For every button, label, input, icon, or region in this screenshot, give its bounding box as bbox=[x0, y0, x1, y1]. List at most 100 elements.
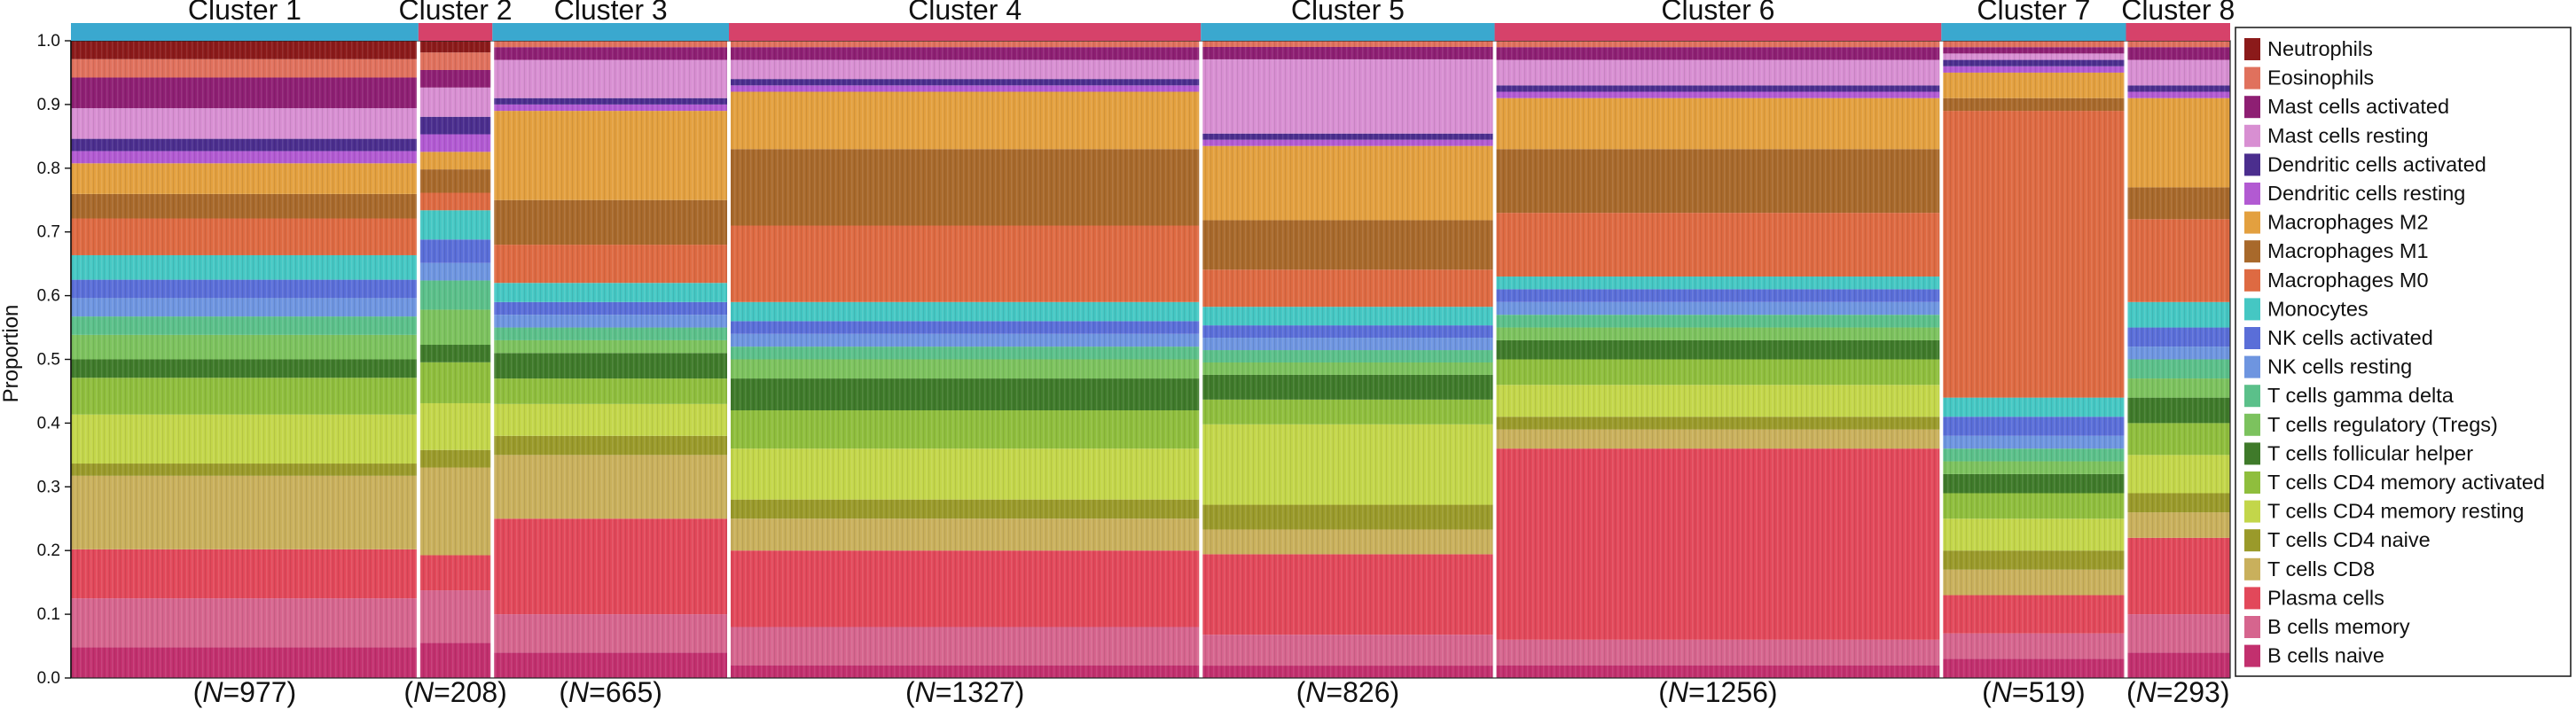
legend-swatch-t-cells-cd4-memory-activated bbox=[2244, 471, 2260, 494]
cluster-header-bars bbox=[71, 23, 2230, 41]
cluster-header-bar-4 bbox=[729, 23, 1202, 41]
cluster-texture-overlay bbox=[1201, 41, 1495, 678]
y-tick-label: 0.8 bbox=[37, 160, 60, 178]
legend-swatch-t-cells-cd4-naive bbox=[2244, 529, 2260, 552]
legend-swatch-macrophages-m2 bbox=[2244, 211, 2260, 234]
cluster-count-3: (N=665) bbox=[559, 676, 662, 708]
cluster-texture-overlay bbox=[2126, 41, 2230, 678]
legend-label-nk-cells-activated: NK cells activated bbox=[2267, 326, 2433, 349]
legend-label-t-cells-gamma-delta: T cells gamma delta bbox=[2267, 384, 2455, 407]
cluster-label-2: Cluster 2 bbox=[399, 0, 513, 26]
cluster-separator-3 bbox=[727, 23, 732, 678]
legend-swatch-macrophages-m0 bbox=[2244, 269, 2260, 292]
cluster-count-2: (N=208) bbox=[403, 676, 507, 708]
legend-swatch-monocytes bbox=[2244, 298, 2260, 321]
legend-swatch-nk-cells-activated bbox=[2244, 327, 2260, 349]
legend-label-macrophages-m2: Macrophages M2 bbox=[2267, 211, 2429, 234]
cluster-header-bar-2 bbox=[418, 23, 493, 41]
y-tick-label: 0.2 bbox=[37, 541, 60, 560]
legend-frame bbox=[2235, 27, 2572, 677]
legend-label-t-cells-regulatory-tregs-: T cells regulatory (Tregs) bbox=[2267, 413, 2498, 436]
cluster-texture-overlay bbox=[492, 41, 730, 678]
legend-swatch-nk-cells-resting bbox=[2244, 355, 2260, 378]
cluster-label-3: Cluster 3 bbox=[554, 0, 668, 26]
legend-swatch-neutrophils bbox=[2244, 38, 2260, 60]
cluster-count-5: (N=826) bbox=[1296, 676, 1400, 708]
cluster-separator-2 bbox=[490, 23, 495, 678]
legend-swatch-macrophages-m1 bbox=[2244, 240, 2260, 263]
legend-label-t-cells-cd4-memory-activated: T cells CD4 memory activated bbox=[2267, 471, 2545, 494]
y-axis-title: Proportion bbox=[0, 305, 23, 403]
legend-swatch-t-cells-cd4-memory-resting bbox=[2244, 500, 2260, 523]
y-tick-label: 0.4 bbox=[37, 414, 61, 432]
legend-label-plasma-cells: Plasma cells bbox=[2267, 586, 2384, 609]
legend-label-t-cells-follicular-helper: T cells follicular helper bbox=[2267, 441, 2473, 464]
legend-label-mast-cells-activated: Mast cells activated bbox=[2267, 95, 2449, 118]
legend-swatch-t-cells-gamma-delta bbox=[2244, 385, 2260, 408]
cluster-separator-7 bbox=[2124, 23, 2128, 678]
legend-label-t-cells-cd4-naive: T cells CD4 naive bbox=[2267, 528, 2431, 551]
cluster-header-bar-1 bbox=[71, 23, 419, 41]
cluster-label-5: Cluster 5 bbox=[1291, 0, 1405, 26]
cluster-separator-1 bbox=[416, 23, 420, 678]
cluster-separator-4 bbox=[1199, 23, 1203, 678]
legend-label-mast-cells-resting: Mast cells resting bbox=[2267, 124, 2429, 147]
legend-label-t-cells-cd8: T cells CD8 bbox=[2267, 557, 2375, 580]
cluster-header-bar-8 bbox=[2126, 23, 2230, 41]
legend-swatch-dendritic-cells-activated bbox=[2244, 153, 2260, 176]
legend-label-dendritic-cells-resting: Dendritic cells resting bbox=[2267, 182, 2465, 205]
legend-swatch-t-cells-cd8 bbox=[2244, 557, 2260, 580]
legend-swatch-b-cells-naive bbox=[2244, 644, 2260, 667]
y-axis: 0.0 0.1 0.2 0.3 0.4 0.5 0.6 0.7 0.8 0.9 1.0 bbox=[37, 32, 72, 688]
cluster-count-7: (N=519) bbox=[1982, 676, 2086, 708]
legend-swatch-dendritic-cells-resting bbox=[2244, 183, 2260, 205]
legend-label-b-cells-memory: B cells memory bbox=[2267, 615, 2410, 638]
cluster-texture-overlay bbox=[1494, 41, 1942, 678]
y-tick-label: 0.7 bbox=[37, 223, 60, 242]
cluster-header-bar-3 bbox=[492, 23, 730, 41]
legend-label-macrophages-m1: Macrophages M1 bbox=[2267, 239, 2429, 262]
legend-swatch-eosinophils bbox=[2244, 66, 2260, 90]
legend-swatch-mast-cells-activated bbox=[2244, 96, 2260, 119]
legend-label-eosinophils: Eosinophils bbox=[2267, 66, 2374, 90]
cluster-label-1: Cluster 1 bbox=[188, 0, 301, 26]
cluster-texture-overlay bbox=[729, 41, 1202, 678]
legend-swatch-b-cells-memory bbox=[2244, 616, 2260, 638]
legend-swatch-mast-cells-resting bbox=[2244, 124, 2260, 147]
legend-label-macrophages-m0: Macrophages M0 bbox=[2267, 269, 2429, 292]
cluster-count-1: (N=977) bbox=[193, 676, 297, 708]
cluster-count-4: (N=1327) bbox=[905, 676, 1024, 708]
legend: Neutrophils Eosinophils Mast cells activat… bbox=[2235, 27, 2572, 677]
legend-label-t-cells-cd4-memory-resting: T cells CD4 memory resting bbox=[2267, 500, 2524, 523]
cluster-header-bar-7 bbox=[1941, 23, 2126, 41]
cluster-label-6: Cluster 6 bbox=[1661, 0, 1774, 26]
y-tick-label: 0.3 bbox=[37, 478, 60, 496]
y-tick-label: 0.6 bbox=[37, 287, 60, 306]
plot-area bbox=[70, 23, 2231, 679]
cluster-texture-overlay bbox=[71, 41, 419, 678]
cluster-header-bar-6 bbox=[1494, 23, 1942, 41]
cluster-texture-overlay bbox=[418, 41, 493, 678]
cluster-separator-6 bbox=[1939, 23, 1944, 678]
y-tick-label: 0.5 bbox=[37, 351, 60, 370]
cluster-count-8: (N=293) bbox=[2126, 676, 2230, 708]
legend-swatch-t-cells-follicular-helper bbox=[2244, 442, 2260, 465]
legend-swatch-t-cells-regulatory-tregs- bbox=[2244, 413, 2260, 436]
y-tick-label: 0.9 bbox=[37, 96, 60, 114]
legend-swatch-plasma-cells bbox=[2244, 587, 2260, 610]
y-tick-label: 1.0 bbox=[37, 32, 60, 51]
sample-count-labels: (N=977) (N=208) (N=665) (N=1327) (N=826) (N=1… bbox=[193, 676, 2230, 708]
y-tick-label: 0.0 bbox=[37, 669, 60, 688]
y-tick-label: 0.1 bbox=[37, 605, 60, 624]
cluster-count-6: (N=1256) bbox=[1658, 676, 1777, 708]
cluster-label-7: Cluster 7 bbox=[1977, 0, 2090, 26]
legend-label-monocytes: Monocytes bbox=[2267, 297, 2369, 320]
legend-label-b-cells-naive: B cells naive bbox=[2267, 644, 2384, 667]
legend-label-neutrophils: Neutrophils bbox=[2267, 37, 2373, 60]
cluster-texture-overlay bbox=[1941, 41, 2126, 678]
cluster-header-bar-5 bbox=[1201, 23, 1495, 41]
legend-label-nk-cells-resting: NK cells resting bbox=[2267, 355, 2412, 378]
cluster-separator-5 bbox=[1492, 23, 1497, 678]
legend-label-dendritic-cells-activated: Dendritic cells activated bbox=[2267, 152, 2486, 175]
